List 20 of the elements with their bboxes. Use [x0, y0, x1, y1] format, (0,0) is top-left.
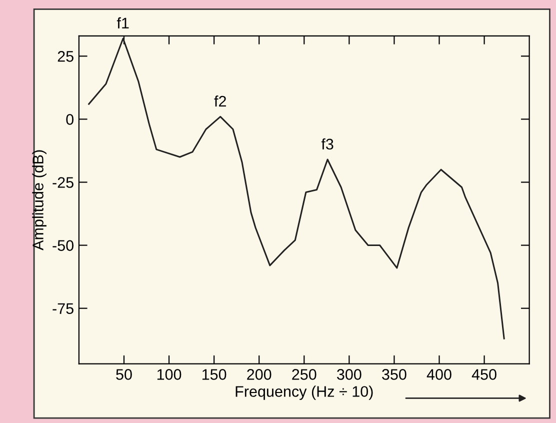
x-tick-label: 300	[337, 369, 362, 380]
y-tick-label: -75	[52, 303, 74, 314]
y-tick-label: -50	[52, 240, 74, 251]
x-axis-title: Frequency (Hz ÷ 10)	[236, 386, 373, 400]
x-tick-label: 50	[116, 369, 132, 380]
x-tick-label: 400	[426, 369, 452, 380]
annotation: f3	[321, 138, 334, 150]
x-tick-label: 150	[202, 369, 226, 380]
x-tick-label: 200	[247, 369, 272, 380]
x-tick-label: 450	[472, 369, 496, 380]
x-tick-label: 250	[292, 369, 316, 380]
line-series	[88, 38, 505, 340]
annotation: f2	[214, 95, 226, 107]
annotation: f1	[116, 17, 129, 28]
y-tick-label: -25	[52, 177, 74, 188]
y-tick-label: 25	[58, 50, 74, 62]
x-tick-label: 350	[382, 369, 406, 380]
x-tick-label: 100	[157, 369, 182, 380]
y-axis-title: Amplitude (dB)	[32, 150, 46, 250]
y-tick-label: 0	[66, 114, 74, 125]
